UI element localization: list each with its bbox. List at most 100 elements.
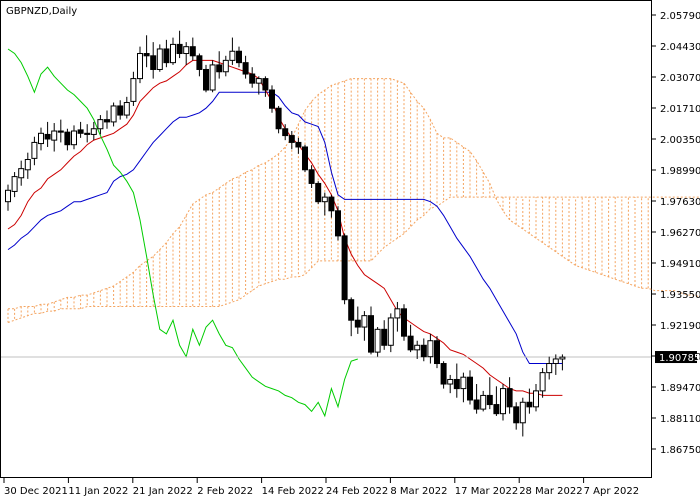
- candle: [447, 374, 454, 394]
- bull-candle-body: [130, 78, 137, 102]
- candle: [38, 127, 44, 151]
- bull-candle-body: [222, 59, 229, 73]
- candle: [156, 44, 163, 72]
- y-tick-label: 1.88110: [660, 414, 700, 425]
- current-price-label: 1.90785: [659, 353, 700, 364]
- candle: [275, 105, 282, 134]
- bear-candle-body: [216, 64, 223, 73]
- candle: [104, 110, 110, 129]
- bull-candle-body: [460, 376, 467, 390]
- candle: [117, 100, 124, 120]
- bear-candle-body: [407, 335, 414, 351]
- bear-candle-body: [368, 315, 374, 353]
- bear-candle-body: [401, 308, 407, 337]
- y-tick-label: 1.98990: [660, 166, 700, 177]
- candle: [295, 137, 302, 154]
- candle: [288, 131, 295, 150]
- candle: [176, 30, 183, 59]
- bear-candle-body: [150, 55, 157, 70]
- candle: [282, 124, 289, 141]
- bear-candle-body: [440, 363, 447, 385]
- bear-candle-body: [473, 399, 480, 410]
- bear-candle-body: [381, 328, 388, 346]
- candle: [170, 37, 176, 65]
- bear-candle-body: [295, 141, 302, 148]
- chikou-span-line: [7, 48, 358, 418]
- bear-candle-body: [434, 340, 440, 365]
- bear-candle-body: [328, 196, 335, 212]
- candle: [31, 136, 38, 166]
- candle: [341, 233, 348, 305]
- senkou-span-b-line: [7, 196, 700, 323]
- bear-candle-body: [513, 406, 520, 424]
- candle: [321, 192, 328, 216]
- candle: [24, 152, 31, 179]
- candle: [368, 306, 374, 355]
- candle: [328, 194, 335, 218]
- bull-candle-body: [387, 317, 394, 346]
- plot-frame: [0, 0, 652, 478]
- candle: [460, 372, 467, 403]
- candle: [533, 384, 539, 412]
- bear-candle-body: [249, 73, 256, 84]
- candle: [150, 42, 157, 79]
- bull-candle-body: [97, 119, 104, 130]
- candle: [77, 121, 84, 138]
- candle: [467, 370, 473, 405]
- candle: [315, 181, 322, 204]
- y-tick-label: 2.05790: [660, 11, 700, 22]
- bear-candle-body: [493, 404, 500, 415]
- candle: [183, 42, 190, 65]
- bear-candle-body: [288, 135, 295, 143]
- x-tick-label: 24 Feb 2022: [326, 486, 388, 497]
- candle: [163, 39, 170, 68]
- candle: [453, 363, 460, 398]
- current-price-tag: [655, 351, 697, 364]
- y-tick-label: 1.89470: [660, 383, 700, 394]
- y-tick-label: 1.94910: [660, 259, 700, 270]
- bear-candle-body: [420, 344, 427, 358]
- bull-candle-body: [170, 43, 176, 64]
- candle: [407, 324, 414, 353]
- bull-candle-body: [414, 344, 421, 351]
- candle: [269, 85, 275, 113]
- candle: [90, 121, 97, 141]
- bear-candle-body: [163, 48, 170, 64]
- bull-candle-body: [361, 315, 368, 328]
- bull-candle-body: [110, 105, 117, 123]
- bull-candle-body: [90, 128, 97, 135]
- bear-candle-body: [196, 55, 203, 70]
- y-tick-label: 1.93550: [660, 290, 700, 301]
- bear-candle-body: [282, 128, 289, 137]
- candle: [440, 361, 447, 389]
- y-tick-label: 2.01710: [660, 104, 700, 115]
- x-axis: 30 Dec 2021 11 Jan 2022 21 Jan 2022 2 Feb 2…: [3, 477, 639, 497]
- bull-candle-body: [539, 372, 546, 392]
- candle: [420, 338, 427, 362]
- candle: [493, 386, 500, 416]
- candle: [209, 60, 216, 93]
- candles: [5, 30, 566, 437]
- x-tick-label: 7 Apr 2022: [584, 486, 639, 497]
- bear-candle-body: [315, 182, 322, 203]
- bull-candle-body: [156, 48, 163, 70]
- bear-candle-body: [335, 210, 341, 237]
- bull-candle-body: [209, 64, 216, 91]
- candle: [526, 388, 533, 414]
- bull-candle-body: [5, 189, 11, 203]
- candle: [486, 377, 493, 410]
- bull-candle-body: [71, 130, 77, 146]
- candle: [189, 37, 196, 61]
- candle: [354, 306, 361, 334]
- bear-candle-body: [348, 299, 355, 321]
- candle: [381, 320, 388, 350]
- candle: [480, 390, 487, 412]
- x-tick-label: 2 Feb 2022: [197, 486, 253, 497]
- candle: [97, 115, 104, 135]
- candle: [401, 304, 407, 341]
- bear-candle-body: [526, 401, 533, 408]
- candle: [308, 165, 315, 189]
- bull-candle-body: [533, 390, 539, 408]
- candle: [255, 76, 262, 95]
